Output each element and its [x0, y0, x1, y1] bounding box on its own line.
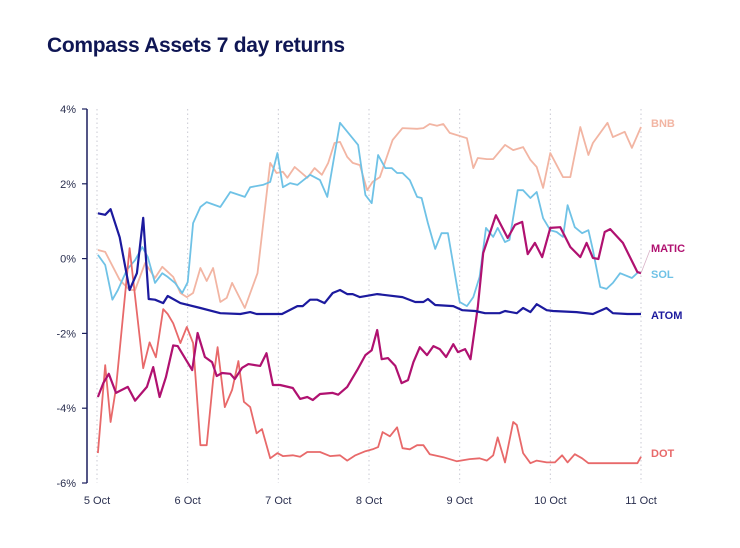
x-tick-label: 6 Oct	[175, 495, 201, 507]
series-lines	[96, 121, 642, 465]
y-tick-label: -6%	[56, 478, 76, 490]
series-label-matic: MATIC	[651, 243, 685, 255]
y-tick-label: 0%	[60, 254, 76, 266]
x-tick-label: 11 Oct	[625, 495, 657, 507]
series-line-matic	[96, 214, 642, 402]
x-tick-label: 8 Oct	[356, 495, 382, 507]
series-labels: BNB SOL DOT MATIC ATOM	[640, 118, 685, 460]
y-tick-label: 2%	[60, 179, 76, 191]
series-line-dot	[97, 247, 642, 465]
series-line-bnb	[97, 121, 642, 309]
series-label-atom: ATOM	[651, 310, 682, 322]
gridlines	[96, 109, 642, 483]
y-tick-label: -2%	[56, 328, 76, 340]
series-line-atom	[97, 208, 641, 316]
x-axis-ticks: 5 Oct 6 Oct 7 Oct 8 Oct 9 Oct 10 Oct 11 Oct	[84, 495, 657, 507]
series-label-sol: SOL	[651, 269, 674, 281]
series-line-sol	[97, 121, 642, 307]
chart-title: Compass Assets 7 day returns	[47, 34, 345, 57]
x-tick-label: 7 Oct	[265, 495, 291, 507]
x-tick-label: 10 Oct	[534, 495, 566, 507]
series-label-bnb: BNB	[651, 118, 675, 130]
y-axis-ticks: 4% 2% 0% -2% -4% -6%	[56, 104, 87, 490]
x-tick-label: 9 Oct	[447, 495, 473, 507]
series-label-dot: DOT	[651, 448, 675, 460]
y-tick-label: 4%	[60, 104, 76, 116]
y-tick-label: -4%	[56, 403, 76, 415]
x-tick-label: 5 Oct	[84, 495, 110, 507]
label-connector	[640, 249, 651, 274]
